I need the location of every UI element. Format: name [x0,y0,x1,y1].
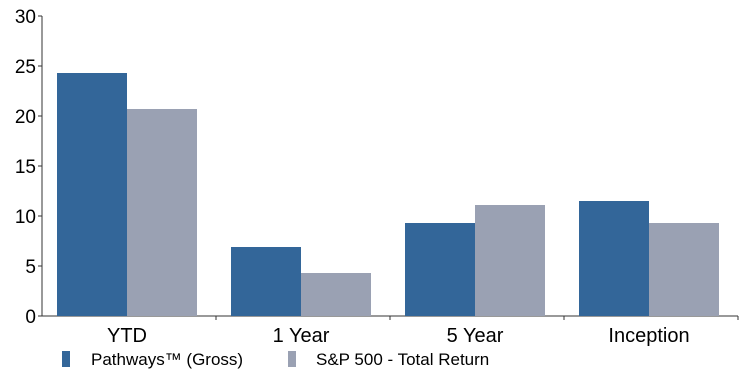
y-tick-label: 10 [15,207,36,228]
bar-2-inception [649,223,719,316]
legend-swatch-series-2 [288,351,296,367]
bar-1-1-year [231,247,301,316]
x-axis-labels: YTD 1 Year 5 Year Inception [107,316,739,347]
bar-1-5-year [405,223,475,316]
y-tick-label: 0 [25,307,36,328]
chart-bars [57,73,719,316]
y-tick-label: 15 [15,157,36,178]
y-axis-ticks: 0 5 10 15 20 25 30 [15,7,42,328]
y-tick-label: 20 [15,107,36,128]
legend: Pathways™ (Gross) S&P 500 - Total Return [62,350,489,369]
legend-label-series-1: Pathways™ (Gross) [91,350,243,369]
bar-2-ytd [127,109,197,316]
bar-1-ytd [57,73,127,316]
x-tick-label: 5 Year [447,325,504,347]
y-tick-label: 25 [15,57,36,78]
legend-swatch-series-1 [62,351,70,367]
bar-1-inception [579,201,649,316]
x-tick-label: YTD [107,325,147,347]
bar-2-1-year [301,273,371,316]
x-tick-label: 1 Year [273,325,330,347]
bar-2-5-year [475,205,545,316]
legend-label-series-2: S&P 500 - Total Return [316,350,489,369]
y-tick-label: 30 [15,7,36,28]
y-tick-label: 5 [25,257,36,278]
x-tick-label: Inception [608,325,689,347]
